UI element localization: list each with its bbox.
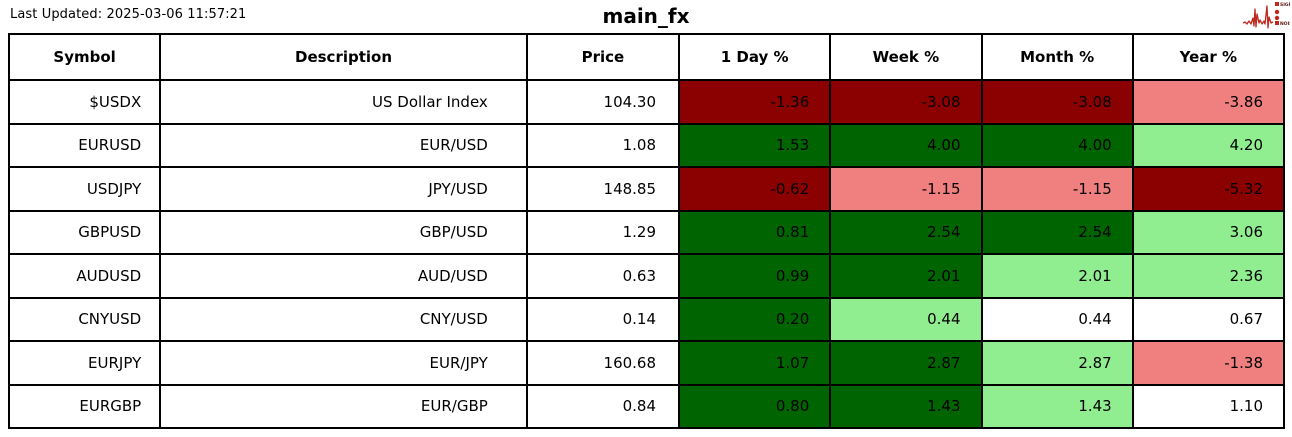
column-header-year: Year % [1131,33,1286,81]
month-change-cell: 0.44 [980,296,1134,342]
week-change-cell: 0.44 [829,296,983,342]
waveform-icon: SIGNAL NOISE [1242,2,1292,29]
price-cell: 148.85 [525,166,681,212]
month-change-cell: -3.08 [980,79,1134,125]
day-change-cell: -1.36 [678,79,832,125]
symbol-cell: EURUSD [7,122,162,168]
week-change-cell: 4.00 [829,122,983,168]
description-cell: JPY/USD [159,166,528,212]
description-cell: CNY/USD [159,296,528,342]
year-change-cell: -3.86 [1131,79,1286,125]
description-cell: EUR/GBP [159,383,528,429]
price-cell: 0.84 [525,383,681,429]
symbol-cell: EURJPY [7,340,162,386]
month-change-cell: 2.54 [980,209,1134,255]
year-change-cell: 3.06 [1131,209,1286,255]
symbol-cell: CNYUSD [7,296,162,342]
description-cell: US Dollar Index [159,79,528,125]
month-change-cell: 2.01 [980,253,1134,299]
price-cell: 160.68 [525,340,681,386]
year-change-cell: 1.10 [1131,383,1286,429]
column-header-symbol: Symbol [7,33,162,81]
symbol-cell: $USDX [7,79,162,125]
table-row: AUDUSD AUD/USD 0.63 0.99 2.01 2.01 2.36 [7,253,1286,299]
description-cell: EUR/USD [159,122,528,168]
table-row: GBPUSD GBP/USD 1.29 0.81 2.54 2.54 3.06 [7,209,1286,255]
month-change-cell: 4.00 [980,122,1134,168]
table-row: $USDX US Dollar Index 104.30 -1.36 -3.08… [7,79,1286,125]
week-change-cell: 1.43 [829,383,983,429]
last-updated-text: Last Updated: 2025-03-06 11:57:21 [10,7,247,22]
symbol-cell: USDJPY [7,166,162,212]
table-row: EURJPY EUR/JPY 160.68 1.07 2.87 2.87 -1.… [7,340,1286,386]
day-change-cell: 0.81 [678,209,832,255]
week-change-cell: 2.54 [829,209,983,255]
column-header-description: Description [159,33,528,81]
description-cell: EUR/JPY [159,340,528,386]
fx-table-header: Symbol Description Price 1 Day % Week % … [7,33,1286,81]
year-change-cell: -1.38 [1131,340,1286,386]
week-change-cell: 2.87 [829,340,983,386]
column-header-week: Week % [829,33,983,81]
price-cell: 1.08 [525,122,681,168]
price-cell: 1.29 [525,209,681,255]
day-change-cell: 1.53 [678,122,832,168]
symbol-cell: GBPUSD [7,209,162,255]
year-change-cell: 2.36 [1131,253,1286,299]
table-row: EURGBP EUR/GBP 0.84 0.80 1.43 1.43 1.10 [7,383,1286,429]
header-row: Symbol Description Price 1 Day % Week % … [7,33,1286,81]
day-change-cell: 1.07 [678,340,832,386]
symbol-cell: EURGBP [7,383,162,429]
day-change-cell: 0.80 [678,383,832,429]
column-header-month: Month % [980,33,1134,81]
signal-noise-logo: SIGNAL NOISE [1242,1,1292,31]
price-cell: 0.63 [525,253,681,299]
day-change-cell: 0.20 [678,296,832,342]
symbol-cell: AUDUSD [7,253,162,299]
fx-table: Symbol Description Price 1 Day % Week % … [7,33,1286,429]
fx-table-body: $USDX US Dollar Index 104.30 -1.36 -3.08… [7,79,1286,429]
table-row: USDJPY JPY/USD 148.85 -0.62 -1.15 -1.15 … [7,166,1286,212]
month-change-cell: 1.43 [980,383,1134,429]
price-cell: 0.14 [525,296,681,342]
day-change-cell: 0.99 [678,253,832,299]
week-change-cell: -1.15 [829,166,983,212]
table-row: EURUSD EUR/USD 1.08 1.53 4.00 4.00 4.20 [7,122,1286,168]
top-bar: Last Updated: 2025-03-06 11:57:21 main_f… [0,0,1292,33]
column-header-1day: 1 Day % [678,33,832,81]
description-cell: GBP/USD [159,209,528,255]
day-change-cell: -0.62 [678,166,832,212]
table-row: CNYUSD CNY/USD 0.14 0.20 0.44 0.44 0.67 [7,296,1286,342]
year-change-cell: 0.67 [1131,296,1286,342]
month-change-cell: -1.15 [980,166,1134,212]
logo-text-bottom: NOISE [1280,21,1290,27]
column-header-price: Price [525,33,681,81]
month-change-cell: 2.87 [980,340,1134,386]
page-title: main_fx [602,4,690,28]
year-change-cell: 4.20 [1131,122,1286,168]
description-cell: AUD/USD [159,253,528,299]
logo-text-top: SIGNAL [1280,2,1290,8]
price-cell: 104.30 [525,79,681,125]
year-change-cell: -5.32 [1131,166,1286,212]
week-change-cell: -3.08 [829,79,983,125]
week-change-cell: 2.01 [829,253,983,299]
